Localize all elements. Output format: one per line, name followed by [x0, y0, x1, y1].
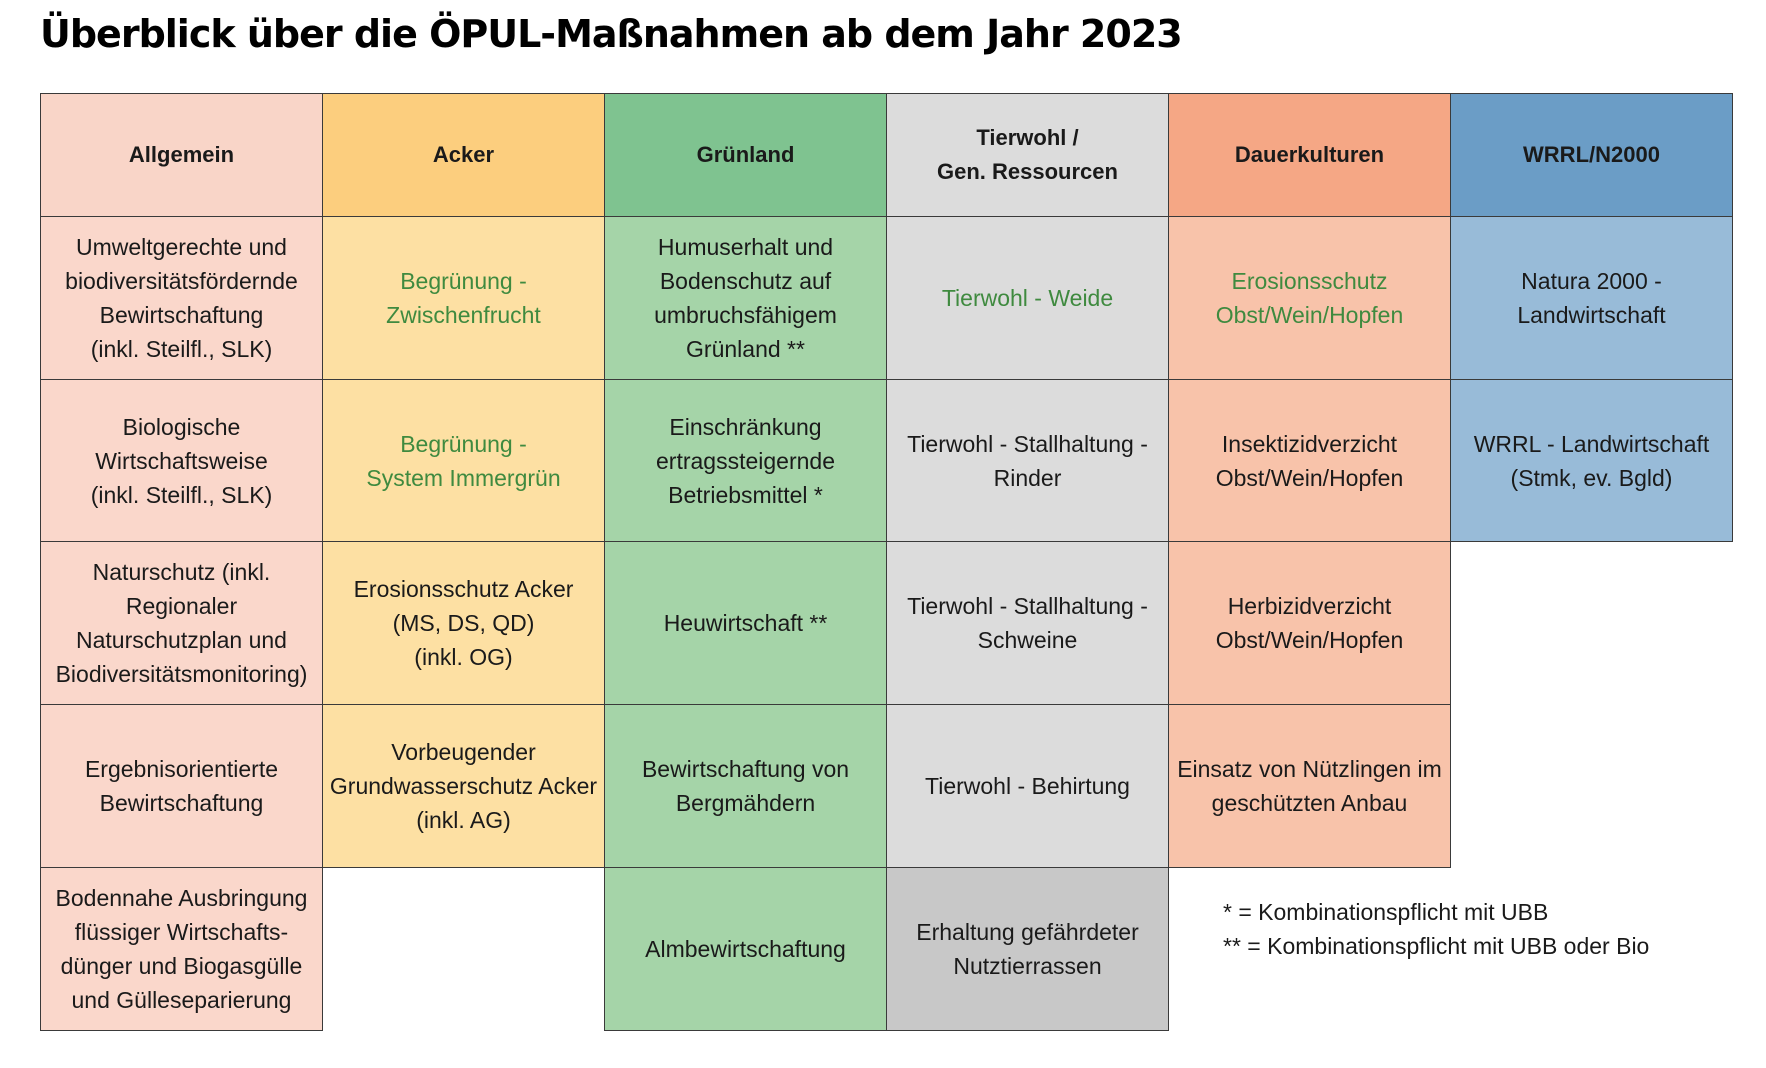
footnotes: * = Kombinationspflicht mit UBB ** = Kom…: [1223, 895, 1649, 963]
cell-tierwohl-1: Tierwohl - Weide: [886, 216, 1169, 380]
footnote-double-star: ** = Kombinationspflicht mit UBB oder Bi…: [1223, 933, 1650, 959]
header-gruenland: Grünland: [604, 93, 887, 217]
cell-dauerkulturen-1: Erosionsschutz Obst/Wein/Hopfen: [1168, 216, 1451, 380]
cell-allgemein-1: Umweltgerechte und biodiversitätsfördern…: [40, 216, 323, 380]
header-tierwohl: Tierwohl / Gen. Ressourcen: [886, 93, 1169, 217]
cell-dauerkulturen-3: Herbizidverzicht Obst/Wein/Hopfen: [1168, 541, 1451, 705]
header-dauerkulturen: Dauerkulturen: [1168, 93, 1451, 217]
cell-tierwohl-4: Tierwohl - Behirtung: [886, 704, 1169, 868]
header-allgemein: Allgemein: [40, 93, 323, 217]
cell-gruenland-1: Humuserhalt und Bodenschutz auf umbruchs…: [604, 216, 887, 380]
cell-acker-2: Begrünung - System Immergrün: [322, 379, 605, 542]
cell-allgemein-3: Naturschutz (inkl. Regionaler Naturschut…: [40, 541, 323, 705]
cell-gruenland-4: Bewirtschaftung von Bergmähdern: [604, 704, 887, 868]
cell-acker-3: Erosionsschutz Acker (MS, DS, QD) (inkl.…: [322, 541, 605, 705]
footnote-single-star: * = Kombinationspflicht mit UBB: [1223, 899, 1549, 925]
cell-gruenland-2: Einschränkung ertragssteigernde Betriebs…: [604, 379, 887, 542]
cell-tierwohl-2: Tierwohl - Stallhaltung - Rinder: [886, 379, 1169, 542]
page-title: Überblick über die ÖPUL-Maßnahmen ab dem…: [40, 12, 1183, 56]
cell-dauerkulturen-2: Insektizidverzicht Obst/Wein/Hopfen: [1168, 379, 1451, 542]
cell-dauerkulturen-4: Einsatz von Nützlingen im geschützten An…: [1168, 704, 1451, 868]
cell-allgemein-4: Ergebnisorientierte Bewirtschaftung: [40, 704, 323, 868]
cell-acker-1: Begrünung - Zwischenfrucht: [322, 216, 605, 380]
cell-wrrl-2: WRRL - Landwirtschaft (Stmk, ev. Bgld): [1450, 379, 1733, 542]
cell-acker-4: Vorbeugender Grundwasserschutz Acker (in…: [322, 704, 605, 868]
cell-tierwohl-3: Tierwohl - Stallhaltung - Schweine: [886, 541, 1169, 705]
header-acker: Acker: [322, 93, 605, 217]
cell-tierwohl-5: Erhaltung gefährdeter Nutztierrassen: [886, 867, 1169, 1031]
cell-wrrl-1: Natura 2000 - Landwirtschaft: [1450, 216, 1733, 380]
cell-allgemein-2: Biologische Wirtschaftsweise (inkl. Stei…: [40, 379, 323, 542]
header-wrrl: WRRL/N2000: [1450, 93, 1733, 217]
cell-gruenland-5: Almbewirtschaftung: [604, 867, 887, 1031]
cell-allgemein-5: Bodennahe Ausbringung flüssiger Wirtscha…: [40, 867, 323, 1031]
cell-gruenland-3: Heuwirtschaft **: [604, 541, 887, 705]
